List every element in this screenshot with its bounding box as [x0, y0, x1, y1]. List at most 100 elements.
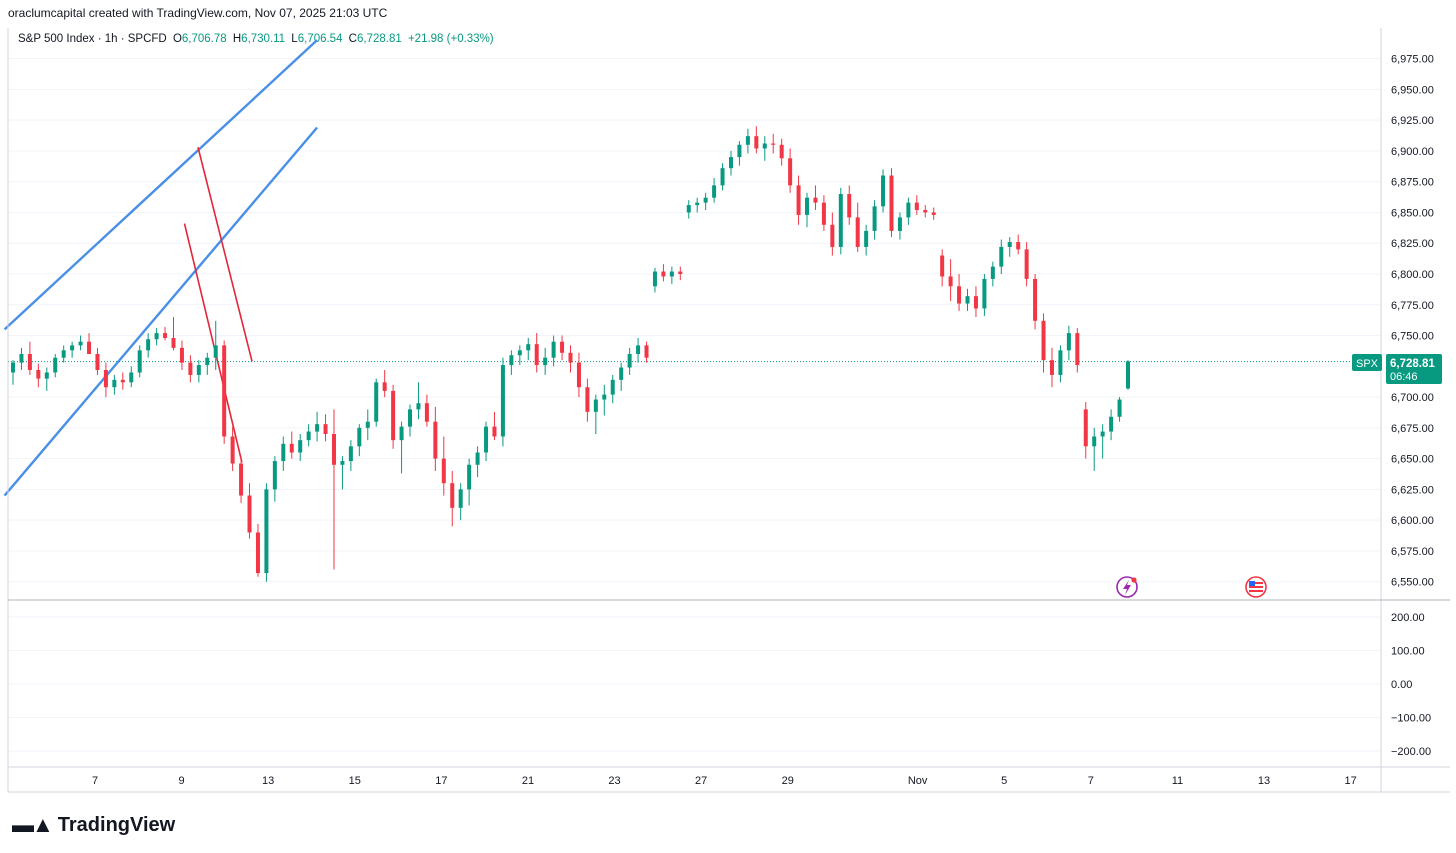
- candle: [821, 195, 826, 231]
- legend-symbol[interactable]: S&P 500 Index · 1h · SPCFD: [18, 33, 167, 45]
- candle: [222, 340, 227, 444]
- candle: [340, 456, 345, 490]
- candle-body: [264, 489, 269, 574]
- candle-body: [298, 440, 303, 453]
- candle: [188, 355, 193, 383]
- candle: [526, 338, 531, 361]
- candle-body: [847, 194, 852, 218]
- candle-body: [120, 379, 125, 383]
- candle-body: [222, 345, 227, 437]
- x-tick-label: 5: [1001, 775, 1007, 787]
- candle: [585, 378, 590, 422]
- candle: [475, 446, 480, 478]
- candle: [593, 394, 598, 434]
- us-flag-icon[interactable]: [1245, 576, 1267, 598]
- candle: [805, 192, 810, 228]
- candle: [1100, 424, 1105, 459]
- candle-body: [458, 489, 463, 508]
- y-tick-label: 6,925.00: [1391, 115, 1434, 127]
- y-tick-label: 6,650.00: [1391, 454, 1434, 466]
- candle-body: [357, 427, 362, 447]
- badge-symbol: SPX: [1356, 358, 1379, 370]
- legend-high-value: 6,730.11: [241, 33, 286, 45]
- candle: [1049, 347, 1054, 388]
- candle: [669, 266, 674, 284]
- candle-body: [990, 266, 995, 279]
- tradingview-logo[interactable]: ▬▲ TradingView: [12, 812, 175, 838]
- candle: [779, 138, 784, 166]
- candle-body: [813, 197, 818, 203]
- channel-line: [183, 223, 243, 463]
- candle: [1007, 237, 1012, 257]
- badge-price-box: [1386, 354, 1442, 384]
- candle-body: [762, 143, 767, 149]
- y-tick-label: 6,550.00: [1391, 577, 1434, 589]
- candle: [897, 212, 902, 240]
- candle: [627, 347, 632, 375]
- candle-body: [281, 443, 286, 462]
- candle: [357, 424, 362, 457]
- candle-body: [619, 367, 624, 380]
- candle: [255, 523, 260, 577]
- lightning-icon[interactable]: [1116, 576, 1138, 598]
- candle: [458, 483, 463, 521]
- candle-body: [1066, 333, 1071, 351]
- x-tick-label: 9: [179, 775, 185, 787]
- candle: [492, 411, 497, 441]
- candle-body: [1117, 399, 1122, 417]
- candle: [881, 169, 886, 213]
- candle: [745, 128, 750, 154]
- candle: [889, 168, 894, 238]
- candle-body: [889, 175, 894, 231]
- y-tick-label: 6,825.00: [1391, 238, 1434, 250]
- candle-body: [146, 339, 151, 351]
- axes: 6,550.00 6,575.00 6,600.00 6,625.00 6,650.00…: [7, 28, 1450, 793]
- x-tick-label: 7: [1088, 775, 1094, 787]
- candle: [1016, 234, 1021, 255]
- candle-body: [19, 354, 24, 363]
- candle: [27, 341, 32, 375]
- candle-body: [602, 394, 607, 400]
- candle: [1058, 345, 1063, 383]
- candle: [408, 404, 413, 437]
- candle: [450, 470, 455, 527]
- candle: [289, 431, 294, 459]
- candle-body: [408, 409, 413, 427]
- candle: [281, 436, 286, 471]
- candle-body: [70, 345, 75, 351]
- candle: [602, 384, 607, 416]
- candle: [576, 352, 581, 398]
- candle-body: [534, 344, 539, 366]
- candle-body: [306, 431, 311, 441]
- candle-body: [230, 436, 235, 464]
- x-tick-label: 21: [522, 775, 534, 787]
- candle: [652, 267, 657, 293]
- candle: [348, 440, 353, 471]
- candle: [179, 340, 184, 370]
- y-tick-label: 6,975.00: [1391, 54, 1434, 66]
- candle-body: [1100, 431, 1105, 437]
- candle: [1024, 242, 1029, 287]
- candle-body: [973, 296, 978, 309]
- candle-body: [1109, 416, 1114, 432]
- candle: [87, 333, 92, 354]
- candle: [323, 414, 328, 442]
- legend-close-label: C: [348, 33, 357, 45]
- x-tick-label: 15: [349, 775, 361, 787]
- candle: [771, 133, 776, 154]
- trend-lines[interactable]: [3, 39, 1381, 497]
- legend-low-label: L: [291, 33, 298, 45]
- candle-body: [137, 350, 142, 373]
- candle: [467, 458, 472, 506]
- candle: [53, 354, 58, 378]
- candle: [1041, 313, 1046, 373]
- x-tick-label: 7: [92, 775, 98, 787]
- candle: [230, 426, 235, 471]
- candle: [1117, 397, 1122, 422]
- candle-body: [821, 202, 826, 225]
- candle-body: [872, 206, 877, 231]
- channel-line: [3, 126, 319, 497]
- candle: [948, 259, 953, 302]
- candle-body: [129, 372, 134, 383]
